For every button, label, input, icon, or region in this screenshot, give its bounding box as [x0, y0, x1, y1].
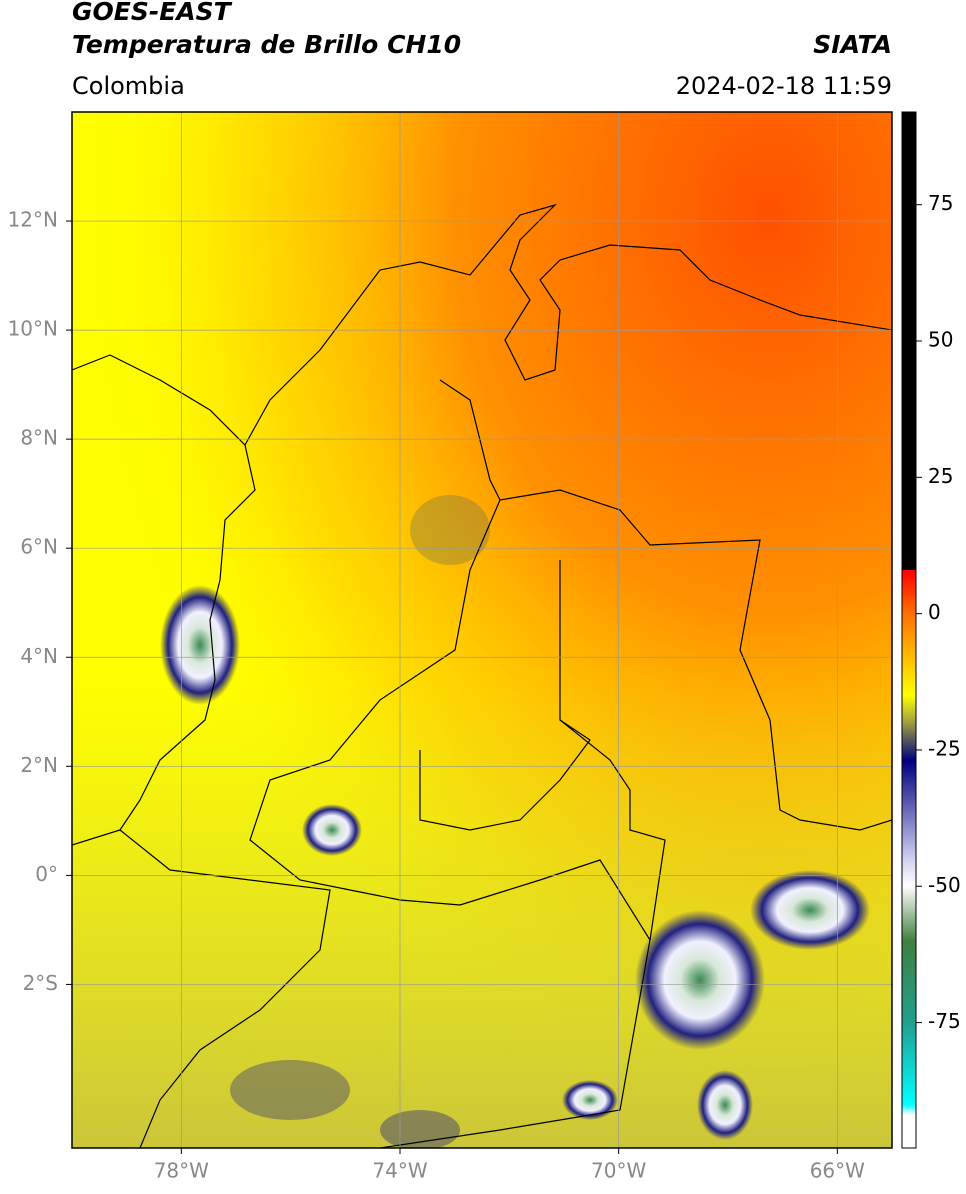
x-tick-label: 70°W — [591, 1159, 646, 1183]
map-frame — [71, 111, 893, 1149]
graticule: 78°W 74°W 70°W 66°W 12°N 10°N 8°N 6°N 4°N 2°N 0° 2°… — [8, 112, 892, 1183]
colorbar-tick-label: 50 — [928, 328, 953, 352]
y-tick-label: 4°N — [20, 644, 58, 668]
colorbar — [901, 111, 917, 1149]
y-tick-label: 2°N — [20, 753, 58, 777]
colorbar-tick-label: -25 — [928, 736, 961, 760]
colorbar-tick-label: 25 — [928, 464, 953, 488]
source: SIATA — [813, 30, 892, 59]
y-tick-label: 0° — [35, 862, 58, 886]
colorbar-tick-label: -75 — [928, 1009, 961, 1033]
x-tick-label: 66°W — [810, 1159, 865, 1183]
title: GOES-EAST — [72, 0, 233, 26]
colorbar-ticks: 75 50 25 0 -25 -50 -75 — [916, 191, 961, 1033]
subtitle: Temperatura de Brillo CH10 — [72, 30, 461, 59]
satellite-image — [72, 112, 892, 1148]
colorbar-tick-label: -50 — [928, 873, 961, 897]
x-tick-label: 78°W — [154, 1159, 209, 1183]
colorbar-tick-label: 0 — [928, 600, 941, 624]
region: Colombia — [72, 72, 185, 100]
y-tick-label: 6°N — [20, 535, 58, 559]
colorbar-tick-label: 75 — [928, 191, 953, 215]
y-tick-label: 8°N — [20, 426, 58, 450]
x-tick-label: 74°W — [372, 1159, 427, 1183]
y-tick-label: 12°N — [8, 208, 58, 232]
y-tick-label: 2°S — [23, 971, 58, 995]
timestamp: 2024-02-18 11:59 — [676, 72, 892, 100]
y-tick-label: 10°N — [8, 317, 58, 341]
